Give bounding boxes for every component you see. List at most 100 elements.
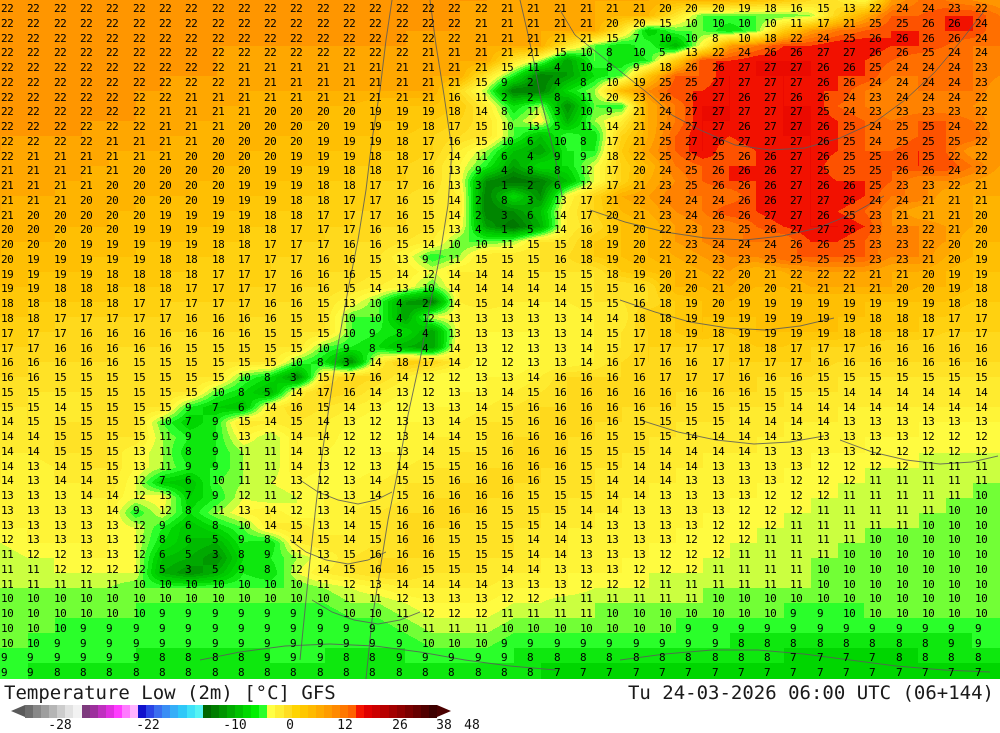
grid-value: 24 [869, 76, 882, 89]
grid-value: 19 [817, 297, 830, 310]
grid-value: 24 [896, 194, 909, 207]
grid-value: 17 [133, 297, 146, 310]
grid-value: 16 [501, 460, 514, 473]
grid-value: 14 [448, 150, 461, 163]
grid-value: 12 [238, 489, 251, 502]
grid-value: 19 [685, 297, 698, 310]
grid-value: 21 [317, 61, 330, 74]
grid-value: 3 [501, 209, 508, 222]
grid-value: 18 [659, 61, 672, 74]
grid-value: 26 [896, 32, 909, 45]
grid-value: 25 [922, 120, 935, 133]
grid-value: 11 [790, 548, 803, 561]
grid-value: 9 [554, 150, 561, 163]
grid-value: 17 [817, 17, 830, 30]
grid-value: 12 [369, 430, 382, 443]
grid-value: 22 [185, 46, 198, 59]
grid-value: 14 [606, 504, 619, 517]
grid-value: 14 [659, 445, 672, 458]
grid-value: 9 [212, 637, 219, 650]
grid-value: 7 [712, 666, 719, 679]
grid-value: 8 [685, 651, 692, 664]
grid-value: 15 [475, 519, 488, 532]
grid-value: 12 [790, 504, 803, 517]
colorbar-gradient [25, 705, 437, 718]
grid-value: 5 [554, 120, 561, 133]
grid-value: 26 [869, 46, 882, 59]
grid-value: 19 [212, 194, 225, 207]
grid-value: 10 [27, 592, 40, 605]
grid-value: 21 [212, 120, 225, 133]
grid-value: 22 [133, 61, 146, 74]
colorbar-swatch [146, 705, 155, 718]
grid-value: 15 [527, 386, 540, 399]
grid-value: 10 [343, 327, 356, 340]
grid-value: 16 [264, 297, 277, 310]
grid-value: 15 [396, 238, 409, 251]
grid-value: 13 [685, 504, 698, 517]
grid-value: 13 [843, 430, 856, 443]
grid-value: 13 [396, 415, 409, 428]
colorbar-swatch [186, 705, 195, 718]
grid-value: 21 [948, 194, 961, 207]
grid-value: 22 [133, 46, 146, 59]
grid-value: 8 [475, 666, 482, 679]
grid-value: 22 [343, 2, 356, 15]
grid-value: 17 [159, 312, 172, 325]
grid-value: 19 [764, 312, 777, 325]
grid-value: 14 [317, 415, 330, 428]
grid-value: 8 [238, 666, 245, 679]
grid-value: 13 [554, 312, 567, 325]
grid-value: 3 [343, 356, 350, 369]
grid-value: 15 [580, 268, 593, 281]
grid-value: 12 [133, 548, 146, 561]
grid-value: 10 [843, 578, 856, 591]
colorbar[interactable]: -28 -22 -10 0 12 26 38 48 [0, 705, 500, 733]
grid-value: 22 [290, 2, 303, 15]
grid-value: 22 [106, 32, 119, 45]
grid-value: 15 [133, 415, 146, 428]
grid-value: 24 [659, 164, 672, 177]
grid-value: 8 [554, 651, 561, 664]
grid-value: 26 [738, 179, 751, 192]
grid-value: 19 [843, 312, 856, 325]
grid-value: 15 [817, 386, 830, 399]
grid-value: 15 [54, 445, 67, 458]
grid-value: 9 [580, 637, 587, 650]
grid-value: 22 [159, 46, 172, 59]
grid-value: 16 [80, 356, 93, 369]
grid-value: 16 [1, 356, 14, 369]
grid-value: 15 [264, 342, 277, 355]
grid-value: 2 [475, 194, 482, 207]
grid-value: 22 [448, 17, 461, 30]
grid-value: 21 [290, 61, 303, 74]
grid-value: 14 [264, 519, 277, 532]
grid-value: 15 [606, 445, 619, 458]
grid-value: 13 [1, 504, 14, 517]
grid-value: 18 [896, 312, 909, 325]
grid-value: 25 [738, 223, 751, 236]
grid-value: 15 [448, 460, 461, 473]
grid-value: 18 [185, 268, 198, 281]
grid-value: 15 [159, 356, 172, 369]
grid-value: 12 [580, 164, 593, 177]
grid-value: 22 [369, 46, 382, 59]
grid-value: 10 [975, 519, 988, 532]
grid-value: 24 [843, 105, 856, 118]
grid-value: 12 [133, 489, 146, 502]
grid-value: 21 [580, 32, 593, 45]
grid-value: 11 [869, 489, 882, 502]
grid-value: 22 [159, 91, 172, 104]
grid-value: 7 [869, 651, 876, 664]
grid-value: 4 [475, 223, 482, 236]
grid-value: 11 [106, 578, 119, 591]
grid-value: 14 [1, 474, 14, 487]
grid-value: 18 [80, 282, 93, 295]
grid-value: 10 [948, 548, 961, 561]
temperature-map[interactable]: 22 22 22 22 22 22 22 22 22 22 22 22 22 22 22 22 22 22 22 21… [0, 0, 1000, 679]
grid-value: 9 [106, 651, 113, 664]
grid-value: 17 [317, 223, 330, 236]
grid-value: 22 [106, 2, 119, 15]
grid-value: 27 [790, 179, 803, 192]
grid-value: 12 [317, 474, 330, 487]
